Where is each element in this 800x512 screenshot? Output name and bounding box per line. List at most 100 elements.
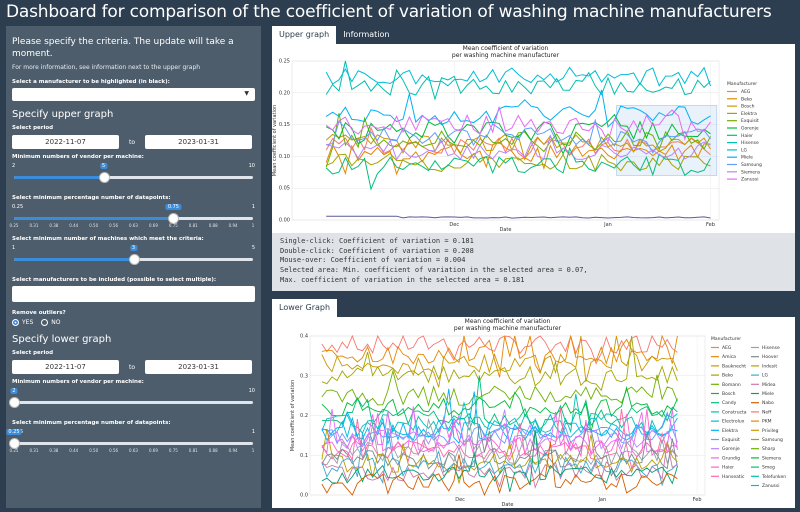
slider-handle[interactable] [9, 438, 20, 449]
tab-lower-graph[interactable]: Lower Graph [272, 299, 338, 317]
slider-handle[interactable] [128, 254, 140, 265]
legend-label: Miele [741, 155, 753, 161]
legend-label: Electrolux [722, 419, 745, 425]
slider-handle[interactable] [9, 397, 20, 408]
outliers-no-radio[interactable] [41, 319, 49, 326]
legend-title: Manufacturer [727, 81, 757, 87]
legend-label: Nabo [762, 400, 774, 406]
slider-tick-label: 0.38 [49, 448, 59, 453]
series-line [321, 429, 678, 492]
lower-period-label: Select period [12, 350, 54, 356]
series-line [321, 393, 678, 440]
slider-handle[interactable] [98, 172, 110, 183]
legend-label: Hisense [741, 140, 759, 146]
slider-tick-label: 0.63 [129, 223, 138, 228]
slider-tick-label: 0.94 [228, 448, 238, 453]
slider-tick-label: 0.63 [129, 448, 138, 453]
slider-value: 2 [10, 388, 18, 394]
legend-label: Sharp [762, 446, 775, 452]
x-axis-label: Date [500, 227, 512, 233]
tab-upper-graph[interactable]: Upper graph [272, 26, 337, 44]
lower-vendor-label: Minimum numbers of vendor per machine: [12, 379, 144, 385]
x-tick-label: Dec [449, 222, 459, 228]
legend-label: Candy [722, 400, 737, 406]
lower-start-date[interactable]: 2022-11-07 [12, 360, 119, 374]
series-line [325, 126, 711, 159]
slider-track[interactable] [14, 176, 253, 179]
series-line [321, 428, 678, 485]
upper-machines-slider[interactable]: 1 5 3 [12, 245, 255, 272]
slider-min: 1 [12, 245, 16, 251]
slider-tick-label: 0.81 [188, 448, 198, 453]
series-line [325, 141, 711, 176]
y-tick-label: 0.15 [279, 122, 290, 128]
tab-information[interactable]: Information [343, 30, 390, 39]
y-tick-label: 0.0 [300, 493, 308, 499]
slider-min: 0.25 [12, 204, 24, 210]
slider-track[interactable] [14, 401, 253, 404]
lower-date-to: to [128, 363, 136, 371]
outliers-yes-radio[interactable] [12, 319, 19, 326]
legend-label: AEG [722, 345, 732, 351]
y-tick-label: 0.1 [300, 453, 308, 459]
manufacturers-input[interactable] [12, 286, 255, 302]
legend-label: Bomann [722, 382, 741, 388]
selected-area-info: Selected area: Min. coefficient of varia… [280, 266, 588, 275]
slider-handle[interactable] [168, 213, 180, 224]
slider-tick-label: 0.69 [148, 448, 158, 453]
series-line [321, 424, 678, 477]
upper-click-info: Single-click: Coefficient of variation =… [272, 233, 795, 291]
y-tick-label: 0.2 [300, 413, 308, 419]
legend-label: Grundig [722, 455, 740, 461]
legend-label: Haier [722, 465, 734, 471]
x-tick-label: Dec [455, 497, 465, 503]
legend-label: Zanussi [762, 483, 779, 489]
slider-tick-label: 0.88 [208, 448, 218, 453]
x-tick-label: Jan [597, 497, 606, 503]
legend-label: Hanseatic [722, 474, 745, 480]
series-line [325, 106, 711, 144]
slider-tick-label: 0.31 [29, 223, 39, 228]
y-axis-label: Mean coefficient of variation [290, 380, 296, 451]
manufacturers-label: Select manufacturers to be included (pos… [12, 277, 217, 283]
slider-track[interactable] [14, 442, 253, 445]
y-tick-label: 0.4 [300, 334, 308, 340]
legend-label: Gorenje [722, 446, 740, 452]
legend-label: LG [762, 373, 769, 379]
chart-subtitle: per washing machine manufacturer [452, 52, 560, 59]
legend-label: Zanussi [741, 177, 758, 183]
series-line [321, 406, 678, 455]
double-click-info: Double-click: Coefficient of variation =… [280, 246, 474, 255]
legend-label: Miele [762, 391, 774, 397]
upper-start-date[interactable]: 2022-11-07 [12, 135, 119, 149]
outliers-no-label: NO [51, 319, 61, 326]
legend-label: Beko [741, 96, 752, 102]
slider-value: 0.25 [6, 429, 22, 435]
lower-tabs: Lower Graph [272, 299, 338, 317]
highlight-select[interactable]: ▼ [12, 88, 255, 101]
lower-pct-slider[interactable]: 0.2510.250.250.310.380.440.500.560.630.6… [6, 429, 255, 456]
slider-value: 0.75 [165, 204, 181, 210]
series-line [325, 146, 711, 191]
legend-label: Amica [722, 354, 736, 360]
app-title: Dashboard for comparison of the coeffici… [6, 2, 772, 22]
upper-pct-slider[interactable]: 0.25 1 0.75 0.25 0.31 0.38 0.44 0.50 0.56 0.63 0.6… [10, 204, 255, 231]
slider-tick-label: 0.50 [89, 448, 99, 453]
series-line [325, 89, 711, 128]
highlight-label: Select a manufacturer to be highlighted … [12, 79, 170, 85]
slider-max: 10 [248, 163, 255, 169]
slider-tick-label: 0.50 [89, 223, 99, 228]
legend-label: AEG [741, 89, 751, 95]
selected-area-max-info: Max. coefficient of variation in the sel… [280, 275, 525, 284]
upper-end-date[interactable]: 2023-01-31 [145, 135, 252, 149]
upper-vendor-slider[interactable]: 2 10 5 [12, 163, 255, 190]
legend-label: Privileg [762, 428, 779, 434]
series-line [321, 334, 678, 378]
upper-pct-label: Select minimum percentage number of data… [12, 195, 171, 201]
lower-end-date[interactable]: 2023-01-31 [145, 360, 252, 374]
legend-label: Samsung [762, 437, 783, 443]
lower-vendor-slider[interactable]: 2102 [9, 388, 255, 415]
outliers-yes-label: YES [22, 319, 34, 326]
